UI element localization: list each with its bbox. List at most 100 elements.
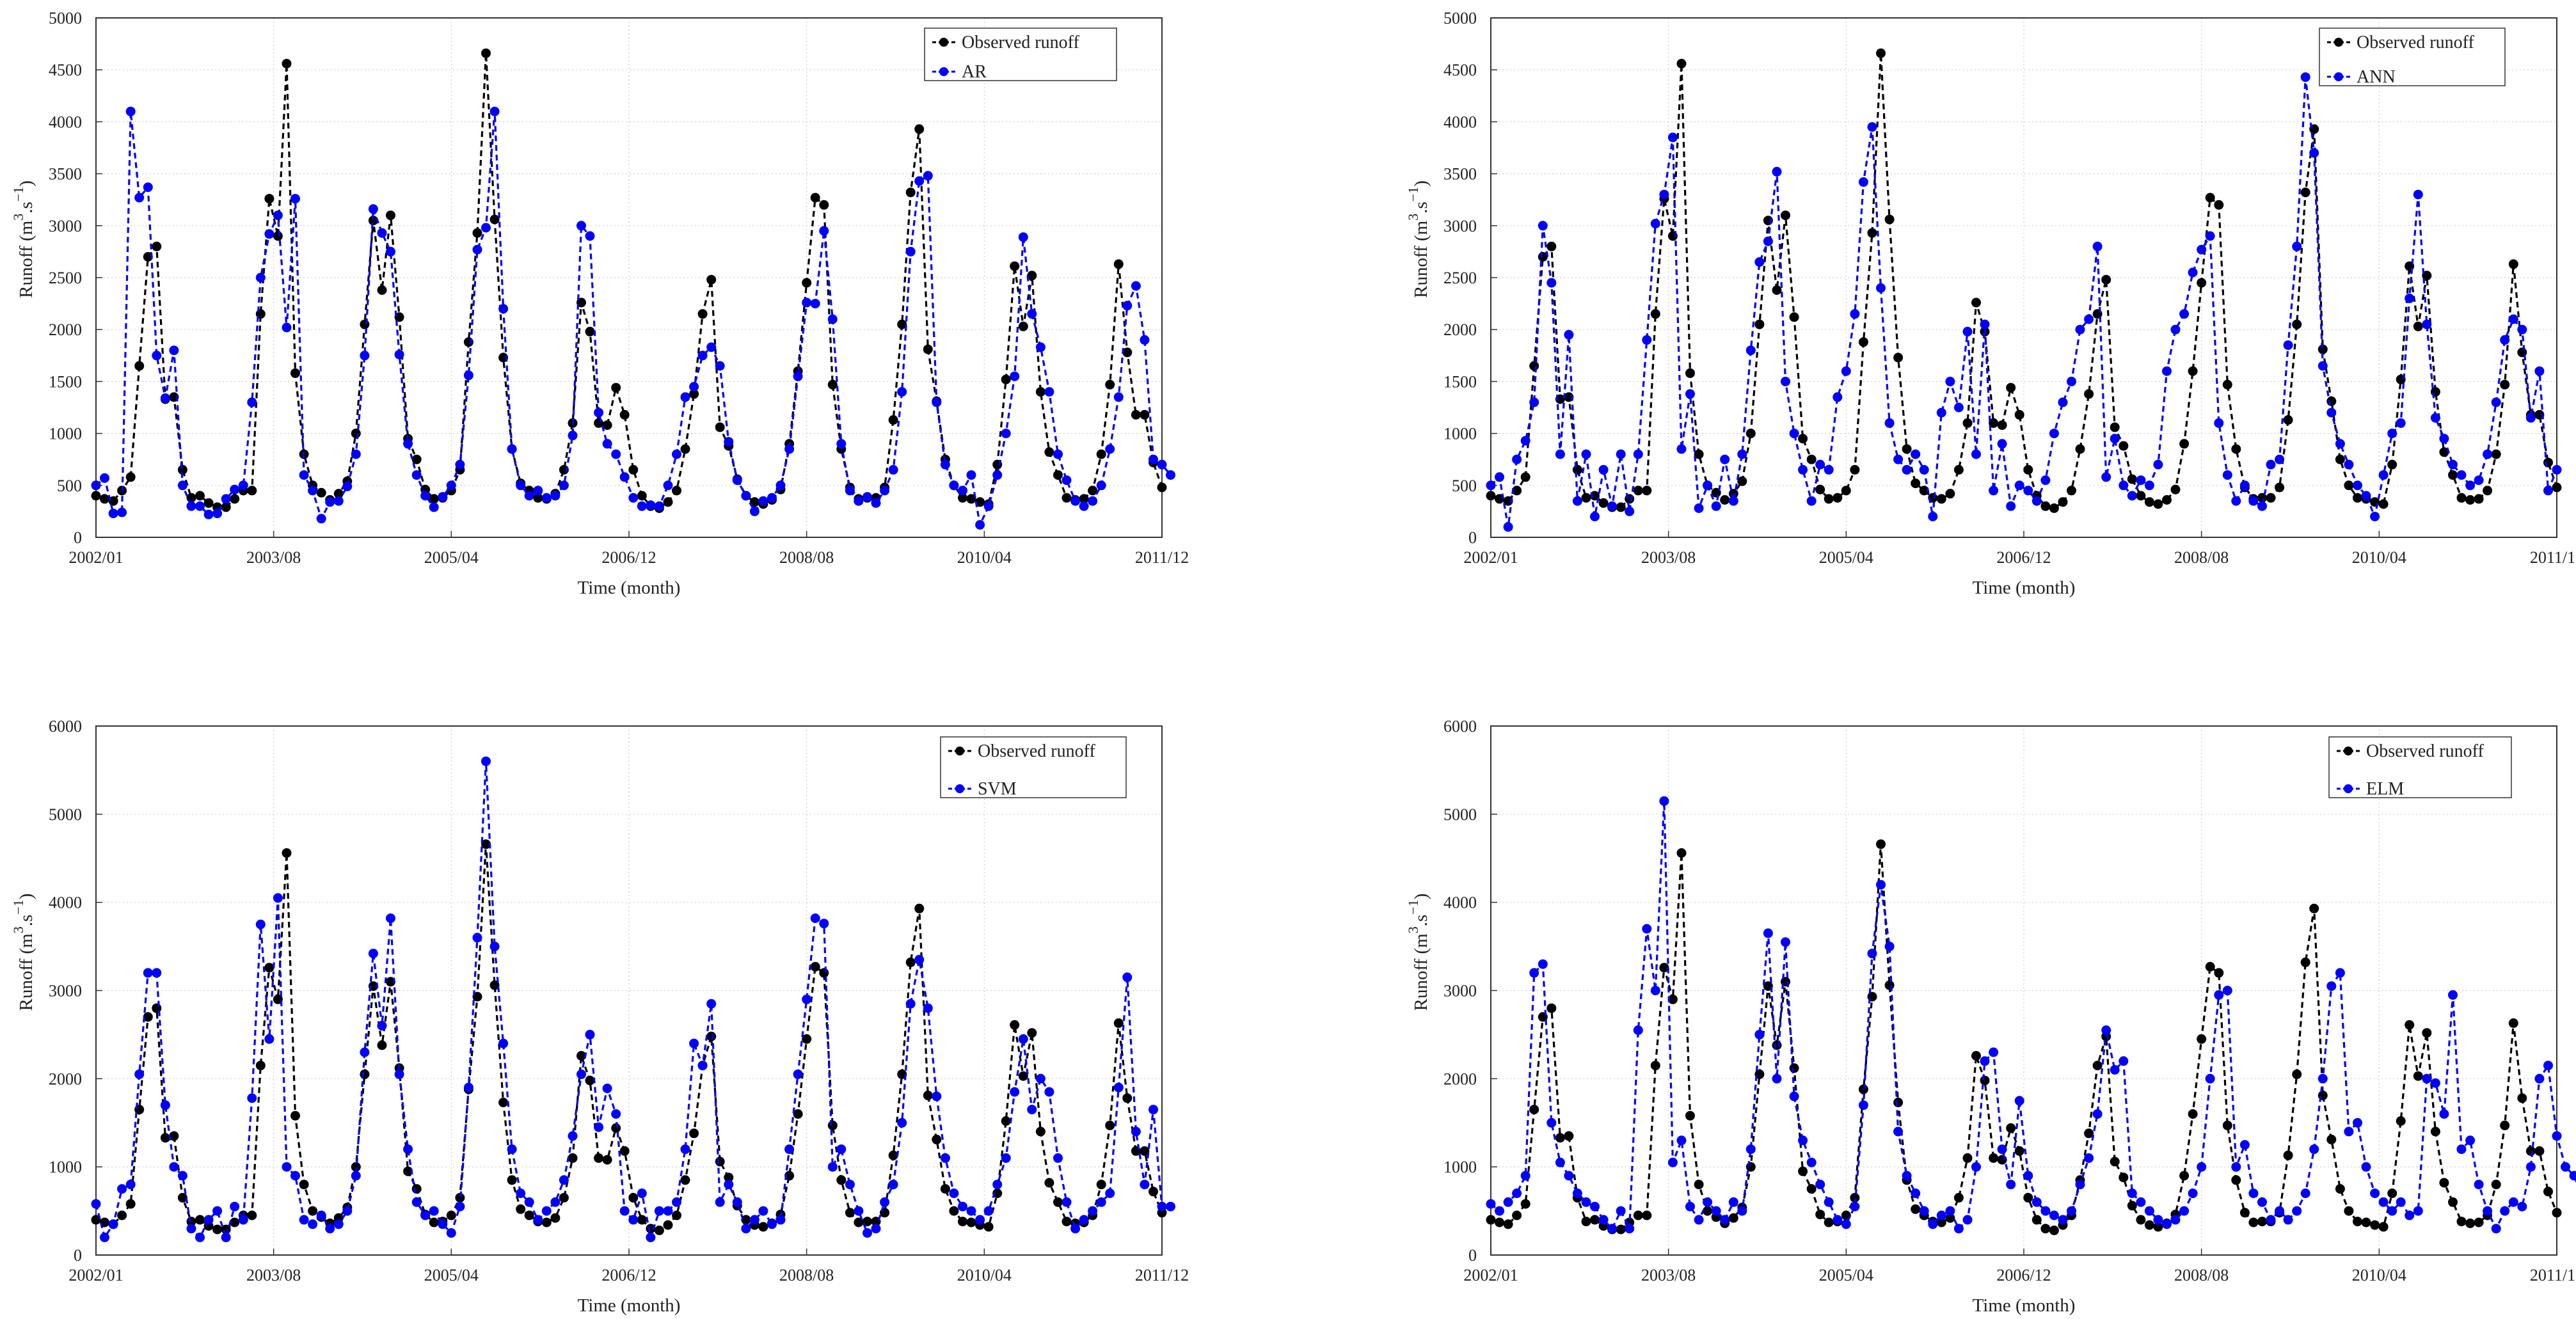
data-point — [1815, 1180, 1825, 1190]
data-point — [429, 1206, 439, 1216]
data-point — [169, 1162, 179, 1172]
data-point — [2092, 241, 2103, 251]
data-point — [2292, 241, 2302, 251]
data-point — [1113, 392, 1124, 402]
data-point — [507, 444, 517, 454]
y-axis-title: Runoff (m3.s−1) — [10, 180, 36, 298]
y-tick-label: 4000 — [49, 894, 82, 912]
data-point — [1157, 1201, 1167, 1212]
data-point — [1694, 503, 1704, 513]
data-point — [438, 492, 448, 502]
data-point — [1625, 506, 1635, 516]
data-point — [403, 1144, 413, 1155]
data-point — [1789, 1063, 1799, 1073]
x-tick-label: 2005/04 — [1819, 1266, 1873, 1284]
data-point — [1911, 1204, 1921, 1214]
data-point — [732, 475, 742, 486]
y-tick-label: 4500 — [49, 61, 82, 79]
data-point — [2344, 1206, 2354, 1216]
data-point — [905, 246, 916, 257]
data-point — [1745, 1144, 1756, 1155]
legend: Observed runoff ANN — [2319, 28, 2506, 87]
data-point — [1694, 449, 1704, 459]
data-point — [255, 272, 266, 283]
data-point — [247, 486, 257, 496]
data-point — [619, 1146, 630, 1156]
data-point — [1754, 319, 1765, 329]
data-point — [1980, 1075, 1990, 1086]
data-point — [1971, 1051, 1981, 1061]
data-point — [1919, 464, 1929, 475]
data-point — [2543, 1061, 2553, 1071]
data-point — [802, 278, 812, 288]
legend-swatch-marker — [2344, 746, 2353, 755]
data-point — [2144, 1206, 2154, 1216]
data-point — [602, 1155, 612, 1165]
data-point — [481, 839, 491, 849]
data-point — [585, 1075, 595, 1086]
data-point — [1538, 221, 1548, 231]
data-point — [1088, 1206, 1098, 1216]
data-point — [1893, 454, 1904, 464]
data-point — [1529, 397, 1539, 407]
data-point — [498, 1038, 509, 1048]
data-point — [524, 1210, 534, 1220]
data-point — [125, 1199, 136, 1209]
data-point — [880, 1197, 890, 1207]
y-axis-title-part: .s — [16, 915, 36, 927]
data-point — [1824, 1197, 1834, 1207]
data-point — [1590, 512, 1600, 521]
data-point — [2153, 1215, 2163, 1225]
data-point — [2040, 1206, 2051, 1216]
data-point — [854, 1206, 864, 1216]
x-tick-label: 2008/08 — [2174, 1266, 2229, 1284]
data-point — [524, 1197, 534, 1207]
data-point — [429, 1217, 439, 1228]
data-point — [2508, 259, 2518, 269]
data-point — [1650, 1061, 1660, 1071]
y-tick-label: 1500 — [49, 372, 82, 391]
data-point — [221, 1232, 231, 1242]
data-point — [568, 1153, 578, 1163]
x-tick-label: 2005/04 — [424, 1266, 479, 1284]
y-tick-label: 2000 — [49, 1070, 82, 1088]
data-point — [1512, 486, 1522, 496]
data-point — [2239, 1140, 2250, 1150]
legend: Observed runoff ELM — [2328, 736, 2512, 799]
y-tick-label: 2000 — [1443, 1070, 1477, 1088]
data-point — [2413, 189, 2423, 200]
data-point — [1962, 1215, 1973, 1225]
x-tick-label: 2003/08 — [1641, 1266, 1696, 1284]
data-point — [273, 893, 283, 903]
data-point — [2110, 1157, 2120, 1167]
x-tick-label: 2003/08 — [1641, 548, 1696, 567]
y-tick-label: 3000 — [49, 982, 82, 1000]
data-point — [1157, 459, 1167, 470]
data-point — [2483, 1206, 2493, 1216]
x-tick-label: 2008/08 — [2174, 548, 2229, 567]
data-point — [1503, 1219, 1513, 1229]
data-point — [715, 1157, 725, 1167]
data-point — [1096, 449, 1106, 459]
data-point — [706, 999, 717, 1009]
data-point — [455, 1192, 465, 1203]
data-point — [749, 1215, 759, 1225]
y-tick-label: 5000 — [49, 9, 82, 28]
data-point — [888, 1150, 898, 1160]
data-point — [1876, 880, 1886, 890]
data-point — [576, 1051, 586, 1061]
data-point — [1096, 1180, 1106, 1190]
data-point — [585, 1029, 595, 1039]
data-point — [2309, 148, 2319, 158]
legend-label: Observed runoff — [978, 741, 1095, 761]
data-point — [446, 1228, 456, 1238]
data-point — [1061, 1197, 1072, 1207]
data-point — [1642, 1210, 1652, 1220]
x-tick-label: 2006/12 — [1996, 1266, 2051, 1284]
y-tick-label: 1000 — [1443, 1158, 1477, 1176]
x-tick-label: 2010/04 — [2352, 548, 2406, 567]
data-point — [1789, 1091, 1799, 1102]
data-point — [1694, 1215, 1704, 1225]
data-point — [836, 1144, 847, 1155]
